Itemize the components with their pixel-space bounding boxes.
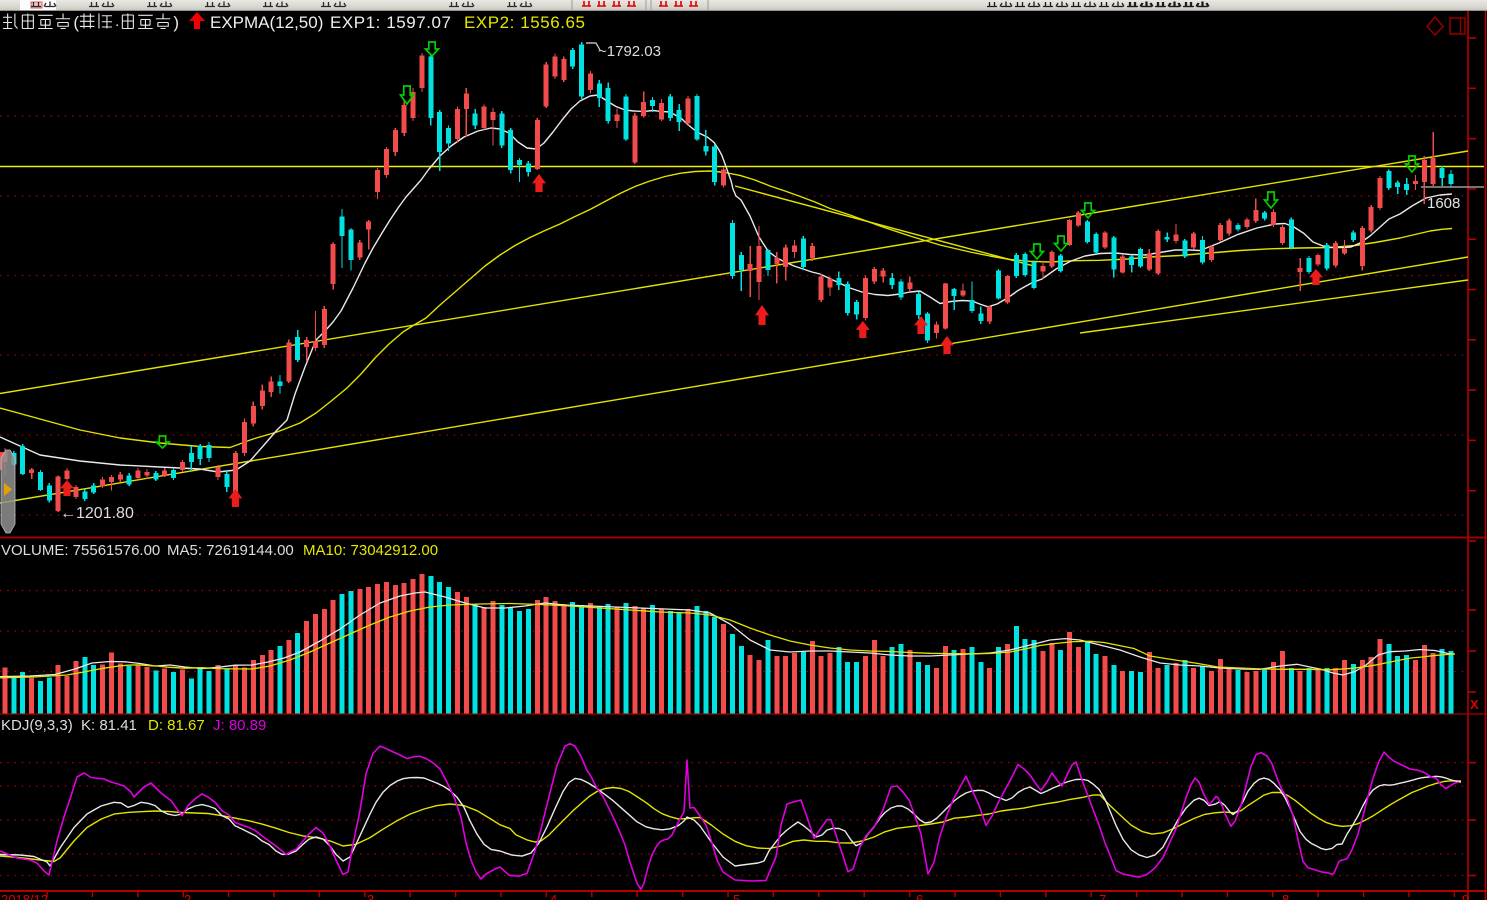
svg-text:D: 81.67: D: 81.67: [148, 717, 205, 734]
svg-text:1608: 1608: [1427, 195, 1460, 212]
svg-text:EXP1: 1597.07: EXP1: 1597.07: [330, 13, 452, 32]
svg-text:2: 2: [184, 892, 191, 900]
svg-text:EXPMA(12,50): EXPMA(12,50): [210, 13, 323, 32]
svg-text:X: X: [1470, 697, 1479, 712]
svg-text:8: 8: [1282, 892, 1289, 900]
svg-text:J: 80.89: J: 80.89: [213, 717, 266, 734]
svg-text:(: (: [73, 13, 79, 32]
svg-text:9: 9: [1462, 892, 1469, 900]
svg-text:MA5: 72619144.00: MA5: 72619144.00: [167, 542, 294, 559]
svg-text:MA10: 73042912.00: MA10: 73042912.00: [303, 542, 438, 559]
svg-text:KDJ(9,3,3): KDJ(9,3,3): [1, 717, 73, 734]
svg-text:2018/12: 2018/12: [1, 892, 48, 900]
svg-text:.: .: [115, 13, 119, 30]
svg-text:): ): [173, 13, 179, 32]
svg-text:5: 5: [733, 892, 740, 900]
svg-text:K: 81.41: K: 81.41: [81, 717, 137, 734]
svg-text:~1792.03: ~1792.03: [598, 43, 661, 60]
svg-text:←1201.80: ←1201.80: [60, 505, 134, 522]
svg-text:4: 4: [550, 892, 557, 900]
svg-text:EXP2: 1556.65: EXP2: 1556.65: [464, 13, 586, 32]
svg-text:6: 6: [916, 892, 923, 900]
svg-text:3: 3: [367, 892, 374, 900]
svg-text:7: 7: [1099, 892, 1106, 900]
svg-text:VOLUME: 75561576.00: VOLUME: 75561576.00: [1, 542, 160, 559]
